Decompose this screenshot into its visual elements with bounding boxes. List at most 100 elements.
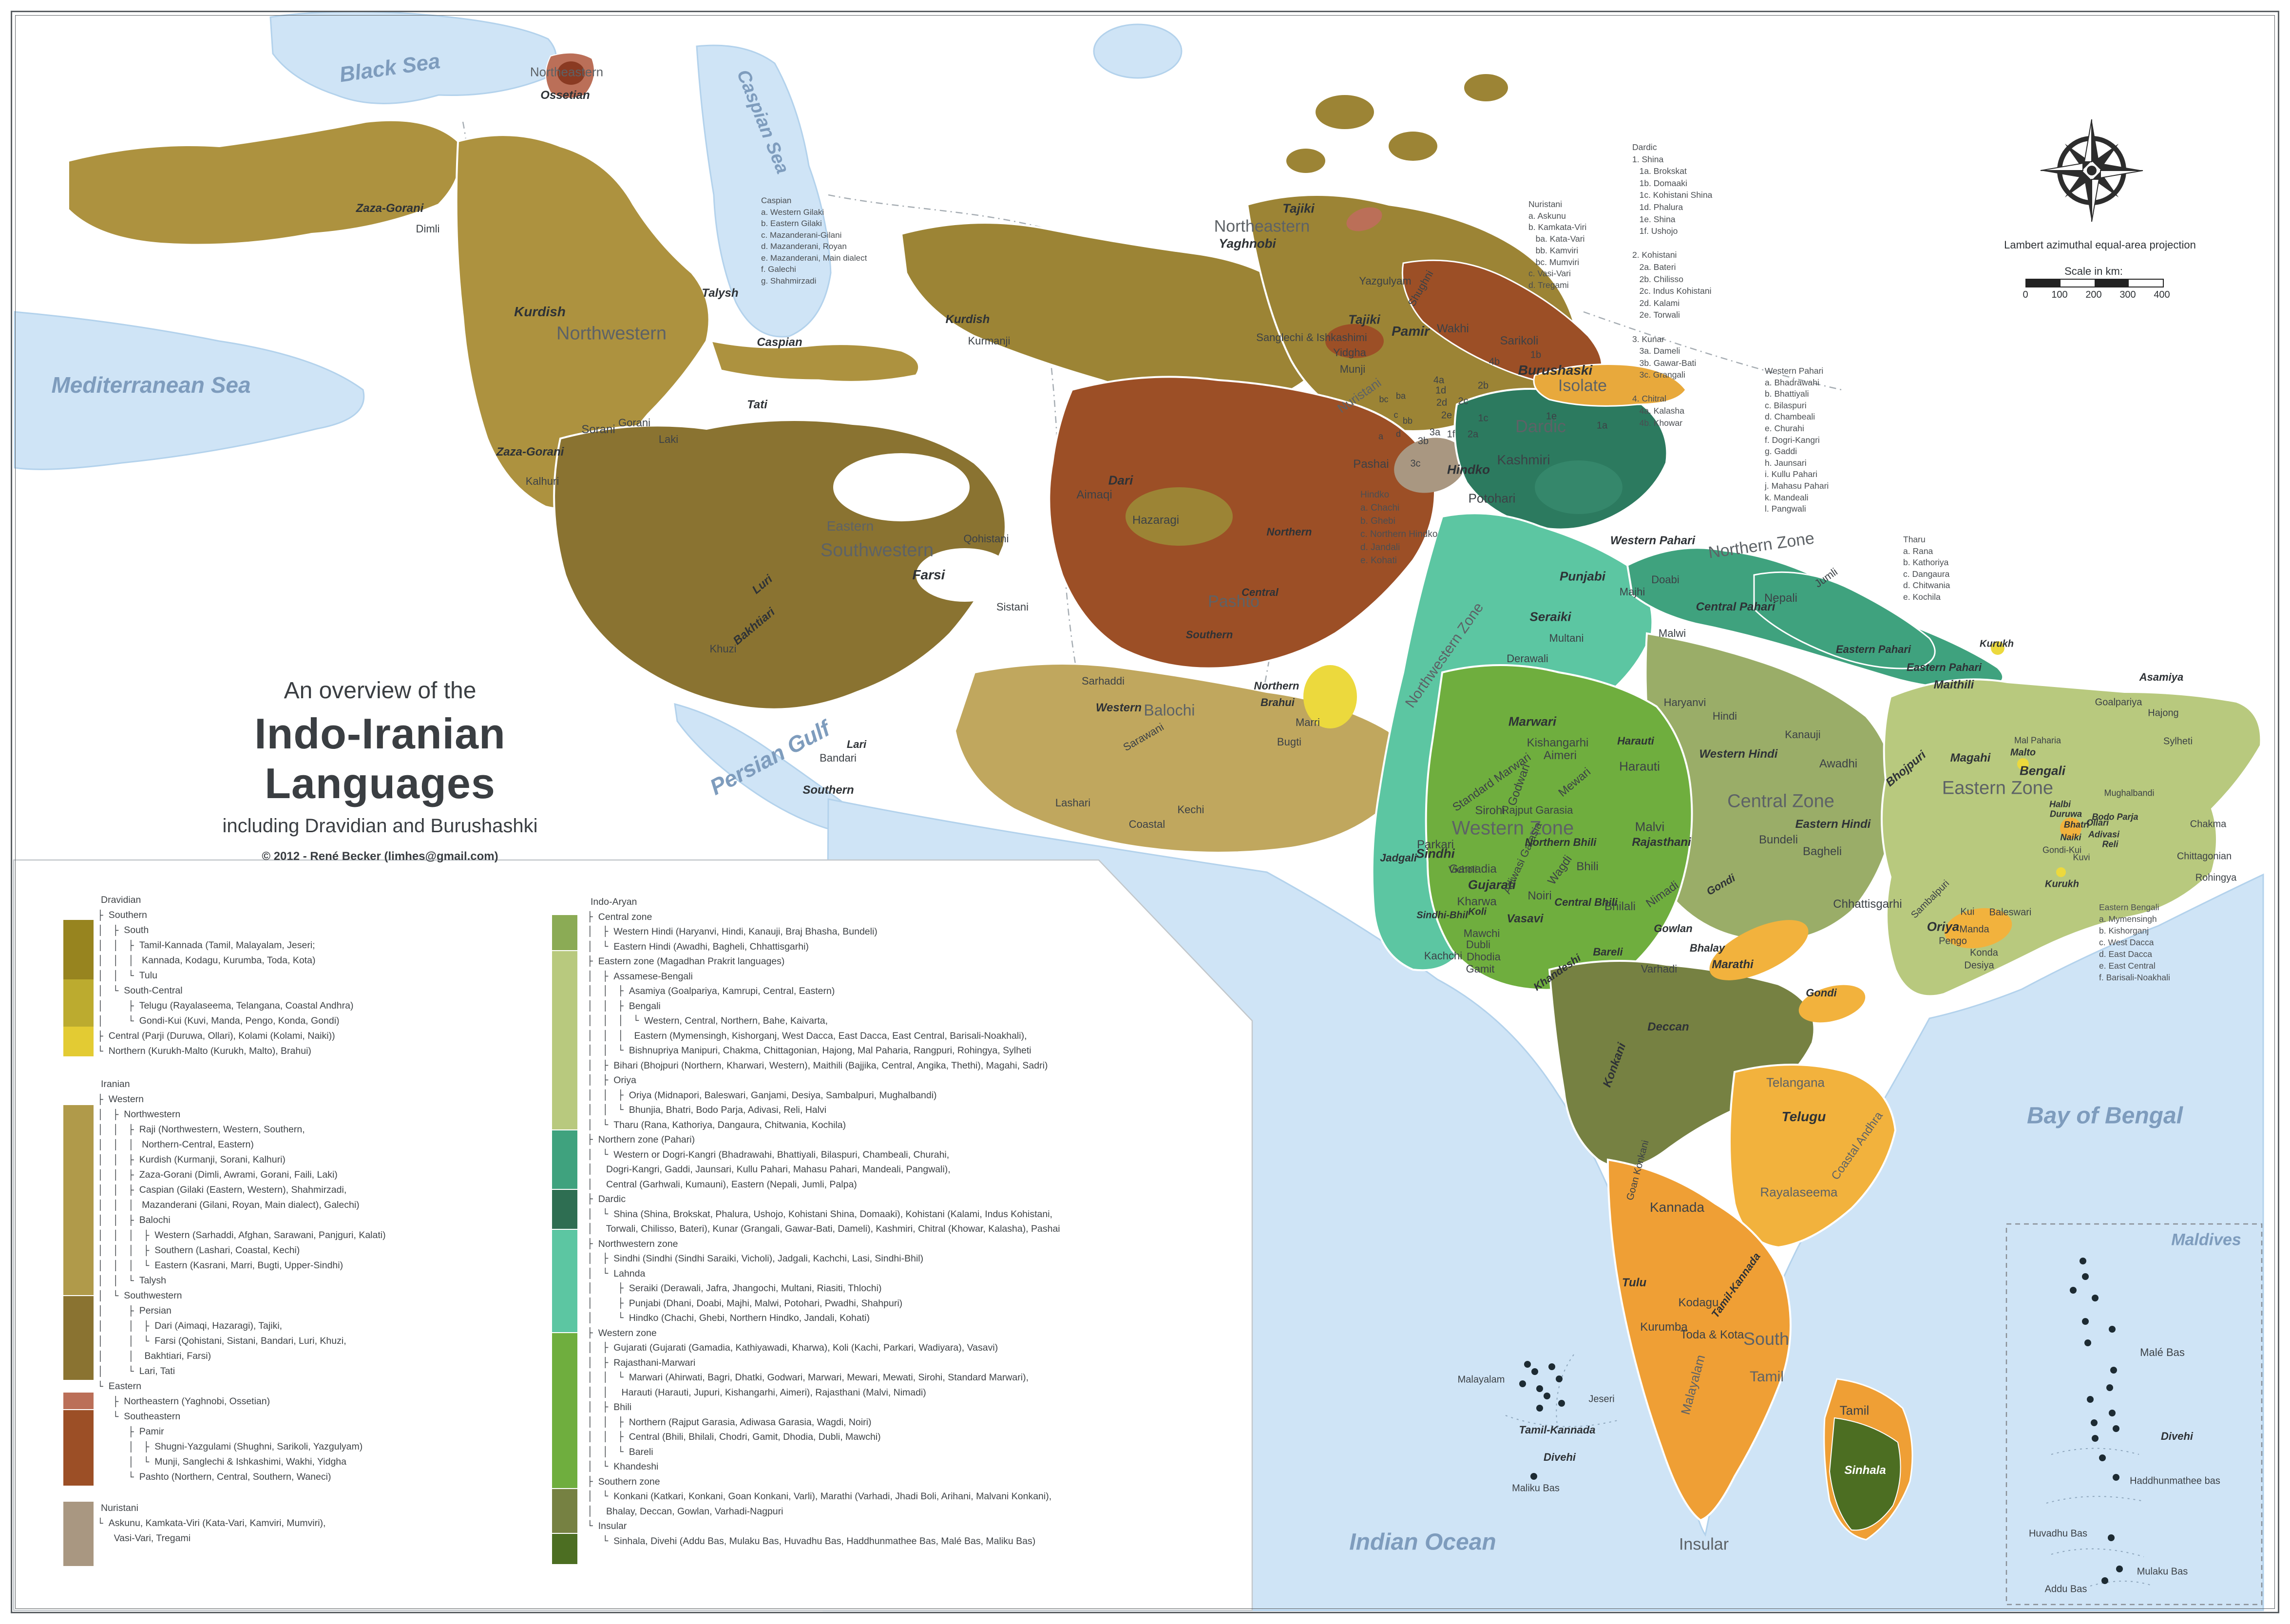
map-label: Wakhi: [1437, 322, 1469, 335]
maldives-inset-box: [2005, 1223, 2263, 1605]
map-label: c: [1393, 410, 1398, 420]
map-label: Nimadi: [1643, 879, 1681, 911]
map-label: Malvi: [1635, 819, 1665, 834]
region-nuristani: [1394, 438, 1466, 493]
map-label: 1f: [1447, 429, 1455, 440]
map-label: Gondi: [1704, 871, 1737, 898]
map-label: Sarikoli: [1500, 334, 1539, 347]
map-label: Eastern: [826, 518, 874, 534]
map-label: Punjabi: [1560, 569, 1605, 584]
map-label: Marri: [1295, 716, 1320, 728]
island-dot: [2092, 1435, 2099, 1442]
island-dot: [1548, 1363, 1555, 1370]
island-dot: [2109, 1410, 2116, 1416]
map-label: Harauti: [1617, 735, 1654, 747]
legend-tree-dravidian: Dravidian ├ Southern │ ├ South │ │ ├ Tamil-Kan…: [97, 895, 354, 1057]
map-label: Dhodia: [1467, 951, 1501, 963]
desert-hole: [916, 548, 1013, 602]
legend-color-swatch: [552, 1190, 577, 1229]
map-label: Kashmiri: [1497, 452, 1550, 467]
map-label: Dubli: [1466, 938, 1491, 951]
map-label: Hindi: [1712, 710, 1737, 722]
map-label: Pashto: [1208, 592, 1260, 611]
map-label: Chittagonian: [2176, 851, 2232, 862]
map-label: Doabi: [1651, 573, 1679, 586]
map-label: Southern: [802, 783, 854, 797]
legend-color-swatch: [63, 920, 94, 979]
island-dot: [2116, 1566, 2123, 1572]
region-western-zone: [1425, 664, 1693, 991]
island-dot: [2101, 1577, 2108, 1584]
map-label: Kachchi: [1424, 950, 1463, 962]
map-label: Northern: [1266, 526, 1312, 538]
map-label: Northwestern: [556, 323, 667, 344]
region-hazaragi: [1126, 487, 1233, 546]
map-label: Tati: [747, 398, 767, 411]
map-label: Varhadi: [1641, 963, 1678, 975]
map-label: Ollari: [2086, 818, 2109, 828]
scale-label: Scale in km:: [2064, 265, 2123, 277]
map-label: 1c: [1478, 413, 1488, 424]
island-dot: [2091, 1419, 2098, 1426]
region-tajik-blob: [1464, 74, 1508, 101]
map-label: 3a: [1429, 427, 1441, 438]
map-label: Southern: [1185, 629, 1233, 641]
aral-sea-shape: [1093, 23, 1183, 79]
island-dot: [1530, 1473, 1537, 1480]
map-label: Haryanvi: [1663, 696, 1706, 708]
map-label: Baleswari: [1989, 907, 2032, 918]
map-label: Kannada: [1649, 1200, 1705, 1215]
map-label: Northern Zone: [1707, 529, 1816, 562]
map-label: Koli: [1468, 906, 1487, 917]
eastern-bengali-list: Eastern Bengali a. Mymensingh b. Kishorgan…: [2099, 902, 2170, 982]
map-label: Jeseri: [1588, 1394, 1615, 1405]
compass-rose-icon: [2040, 119, 2143, 222]
map-label: Pamir: [1392, 324, 1430, 339]
island-dot: [2082, 1273, 2089, 1280]
island-dot: [1536, 1385, 1543, 1392]
region-pashto: [1048, 376, 1436, 669]
legend-tree-indo-aryan: Indo-Aryan ├ Central zone │ ├ Western Hindi …: [587, 897, 1060, 1547]
map-label: Toda & Kota: [1680, 1328, 1744, 1341]
region-kurukh: [1991, 641, 2004, 655]
scale-bar: [2025, 279, 2164, 287]
caspian-sea-shape: [696, 44, 832, 338]
map-label: 4b: [1488, 356, 1500, 367]
map-label: Bhatri: [2063, 820, 2090, 830]
map-label: 3c: [1410, 458, 1421, 469]
map-label: Malayalam: [1678, 1353, 1708, 1416]
island-dot: [1558, 1400, 1565, 1407]
map-label: Bengali: [2020, 763, 2065, 778]
region-burushaski: [1533, 363, 1687, 407]
legend-tree-iranian: Iranian ├ Western │ ├ Northwestern │ │ ├ Raji …: [97, 1079, 386, 1483]
map-label: Gowlan: [1654, 922, 1693, 935]
map-label: Qohistani: [963, 533, 1009, 545]
map-label: Sirohi: [1475, 804, 1505, 817]
map-label: Marathi: [1712, 958, 1754, 971]
legend-color-swatch: [552, 1333, 577, 1488]
map-label: 2c: [1458, 396, 1469, 407]
map-label: Shughni: [1405, 268, 1436, 308]
map-label: a: [1378, 431, 1384, 441]
map-label: Bhalay: [1689, 942, 1725, 954]
island-dot: [2109, 1326, 2116, 1333]
map-label: Sarawani: [1121, 720, 1166, 754]
map-label: Central Pahari: [1696, 600, 1775, 613]
map-label: Nuristani: [1335, 375, 1384, 416]
map-label: Bhili: [1576, 860, 1599, 873]
map-label: Mewari: [1556, 765, 1593, 800]
legend-tree-nuristani: Nuristani └ Askunu, Kamkata-Viri (Kata-Var…: [97, 1503, 326, 1544]
mediterranean-sea-shape: [14, 311, 365, 470]
legend-color-swatch: [552, 1534, 577, 1564]
map-label: Northern Bhili: [1525, 836, 1597, 848]
map-label: Sindhi-Bhil: [1416, 910, 1468, 921]
legend-color-swatch: [63, 979, 94, 1027]
map-label: Goan Konkani: [1624, 1139, 1651, 1202]
map-label: Marwari: [1508, 714, 1557, 729]
map-label: Parkari: [1416, 838, 1454, 851]
map-label: Kurdish: [514, 304, 566, 319]
map-label: Nepali: [1764, 592, 1798, 605]
region-tajik-blob: [1286, 149, 1325, 173]
map-label: Khuzi: [709, 643, 737, 655]
region-gondi-patch: [1709, 920, 1809, 980]
